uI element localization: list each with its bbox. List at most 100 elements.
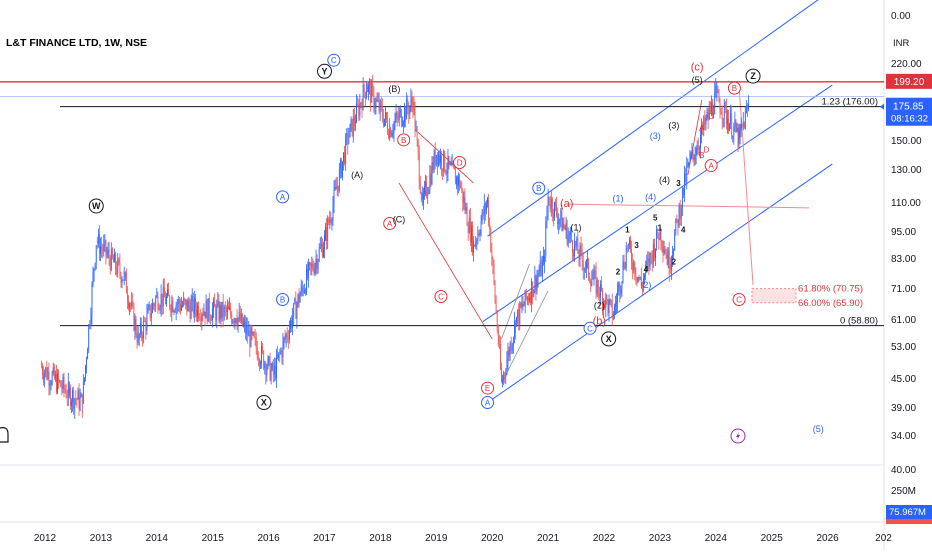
candle-body xyxy=(551,198,553,214)
candle-body xyxy=(311,263,313,267)
candle-body xyxy=(647,258,649,263)
candle-body xyxy=(635,275,637,278)
candle-body xyxy=(742,121,744,126)
candle-body xyxy=(218,300,220,320)
candle-body xyxy=(233,320,235,323)
wave-label: B xyxy=(401,136,406,145)
candle-body xyxy=(514,321,515,338)
candle-body xyxy=(363,84,365,93)
candle-body xyxy=(508,350,510,356)
candle-body xyxy=(97,233,99,244)
candle-body xyxy=(208,298,210,317)
candle-body xyxy=(643,278,644,287)
wave-label: C xyxy=(708,112,714,121)
wave-label: D xyxy=(457,159,463,168)
candle-body xyxy=(193,297,195,314)
candle-body xyxy=(674,233,676,251)
candle-body xyxy=(510,342,512,351)
candle-body xyxy=(344,152,346,164)
candle-body xyxy=(497,330,499,344)
candle-body xyxy=(219,305,221,320)
candle-body xyxy=(550,198,552,209)
channel-line xyxy=(487,0,819,237)
currency-label[interactable]: INR xyxy=(893,38,910,49)
candle-body xyxy=(48,371,50,386)
candle-body xyxy=(502,380,503,384)
candle-body xyxy=(461,188,463,189)
candle-body xyxy=(575,241,577,247)
candle-body xyxy=(574,241,576,256)
candle-body xyxy=(299,294,301,303)
wave-label-circle xyxy=(256,395,272,411)
candle-body xyxy=(323,248,324,257)
candle-body xyxy=(264,363,266,369)
candle-body xyxy=(608,300,610,314)
candle-body xyxy=(535,275,537,291)
candle-body xyxy=(604,300,606,308)
candle-body xyxy=(720,113,722,115)
candle-body xyxy=(498,343,500,345)
candle-body xyxy=(394,120,396,124)
candle-body xyxy=(445,171,447,174)
candle-body xyxy=(650,252,652,255)
candle-body xyxy=(557,215,559,225)
current-price-pointer xyxy=(880,103,884,110)
candle-body xyxy=(321,244,323,257)
candle-body xyxy=(319,246,321,249)
candle-body xyxy=(120,273,122,283)
candle-body xyxy=(727,119,728,124)
candle-body xyxy=(704,117,706,125)
wave-label-circle xyxy=(453,156,467,170)
candle-body xyxy=(730,113,732,124)
candle-body xyxy=(169,296,171,307)
candle-body xyxy=(483,203,485,216)
candle-body xyxy=(449,163,451,165)
candle-body xyxy=(655,248,656,259)
candle-body xyxy=(349,124,351,138)
wave-label: (1) xyxy=(571,223,582,233)
candle-body xyxy=(102,248,104,251)
candle-body xyxy=(192,296,194,314)
wave-label-circle xyxy=(276,190,290,204)
candle-body xyxy=(68,387,70,393)
x-tick-label: 2022 xyxy=(593,533,616,544)
candle-body xyxy=(700,135,701,149)
candle-body xyxy=(269,356,271,381)
candle-body xyxy=(715,85,717,92)
candle-body xyxy=(82,382,84,403)
candle-body xyxy=(307,268,308,278)
candle-body xyxy=(488,200,490,224)
candle-body xyxy=(95,245,97,264)
candle-body xyxy=(348,137,350,139)
candle-body xyxy=(156,292,158,298)
candle-body xyxy=(593,270,595,278)
wave-label-circle xyxy=(601,331,617,347)
candle-body xyxy=(396,113,398,117)
candle-body xyxy=(166,296,167,304)
candle-body xyxy=(381,106,383,118)
channel-line xyxy=(487,163,833,403)
candle-body xyxy=(450,163,452,166)
candle-body xyxy=(683,187,684,196)
candle-body xyxy=(523,305,525,307)
candle-body xyxy=(149,304,151,318)
candle-body xyxy=(622,261,624,282)
candle-body xyxy=(225,308,227,312)
wave-label: (3) xyxy=(650,131,661,141)
candle-body xyxy=(705,118,707,125)
x-tick-label: 2012 xyxy=(34,533,57,544)
candle-body xyxy=(293,303,295,318)
candle-body xyxy=(66,397,68,398)
candle-body xyxy=(182,304,183,306)
projection-line xyxy=(566,203,809,209)
candle-body xyxy=(106,253,108,255)
candle-body xyxy=(309,262,311,264)
y-tick-label: 71.00 xyxy=(891,284,916,295)
candle-body xyxy=(239,312,241,322)
candle-body xyxy=(369,83,371,85)
candle-body xyxy=(648,258,650,267)
candle-body xyxy=(707,111,709,120)
wave-label: Y xyxy=(321,66,327,76)
